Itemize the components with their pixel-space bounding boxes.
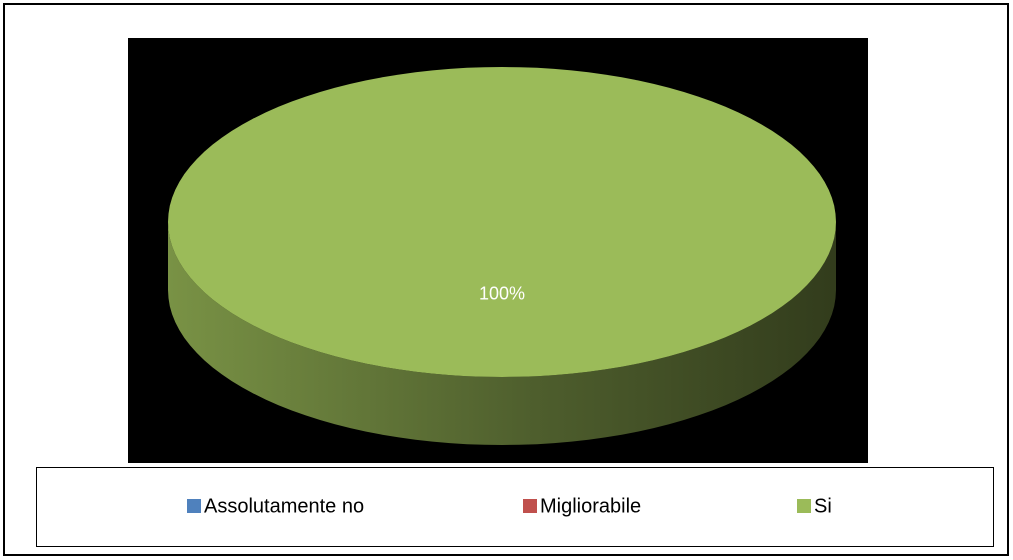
- data-label: 100%: [479, 284, 525, 304]
- legend-swatch: [523, 499, 537, 513]
- legend-swatch: [187, 499, 201, 513]
- legend-label: Si: [814, 495, 832, 517]
- legend-box: [36, 467, 994, 547]
- legend-label: Assolutamente no: [204, 495, 364, 517]
- legend-label: Migliorabile: [540, 495, 641, 517]
- pie-slice: [168, 67, 836, 377]
- legend-swatch: [797, 499, 811, 513]
- pie-side: [168, 222, 836, 445]
